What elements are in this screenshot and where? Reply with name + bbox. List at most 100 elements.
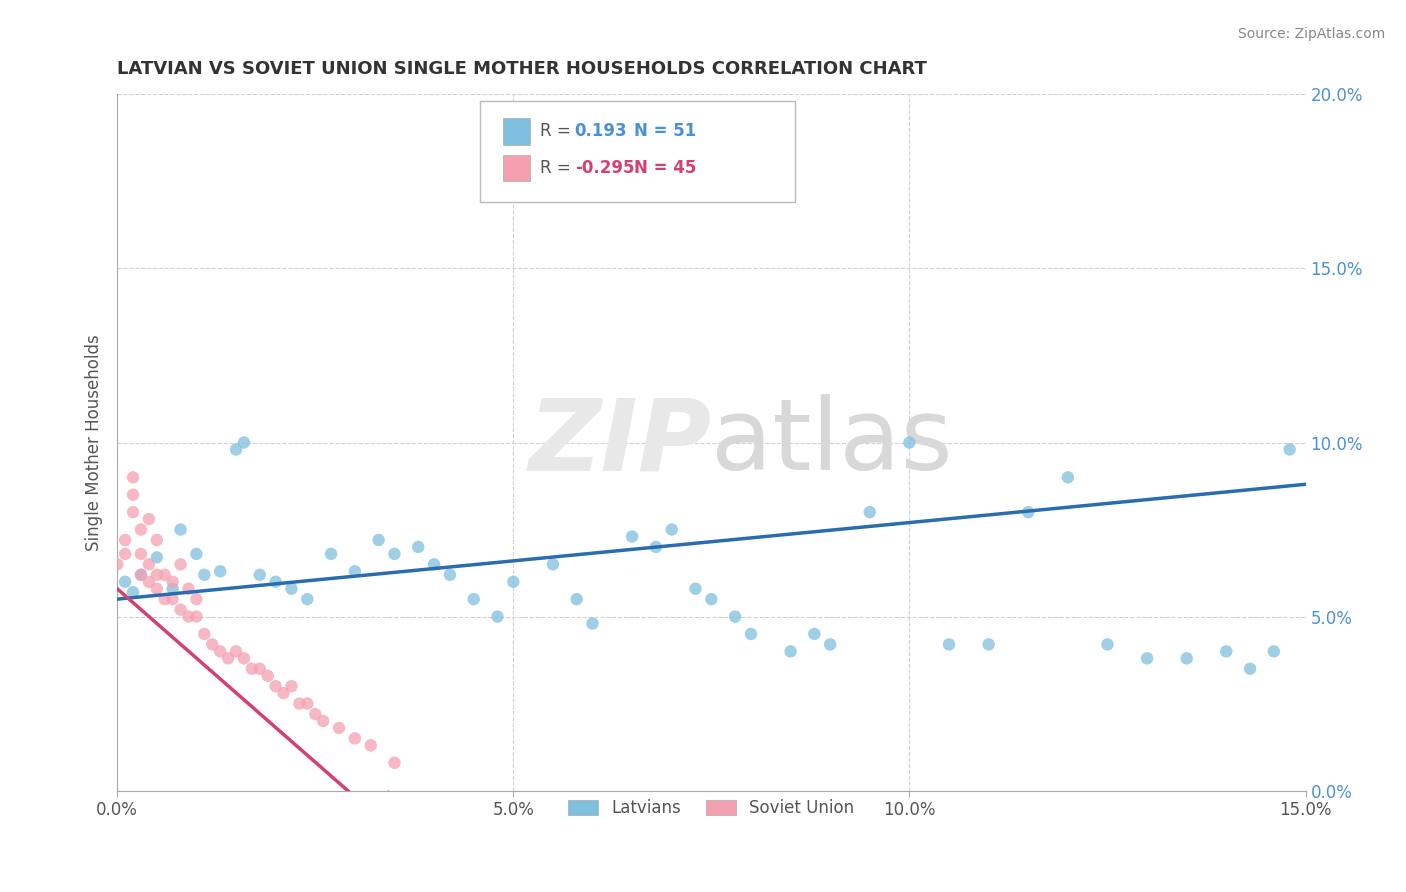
Point (898, 435, 921, 450)
Point (1097, 637, 1119, 651)
Point (581, 616, 603, 631)
Point (1056, 470, 1078, 484)
Point (938, 637, 960, 651)
FancyBboxPatch shape (503, 118, 530, 145)
Point (153, 592, 176, 607)
Point (724, 609, 747, 624)
Point (186, 609, 208, 624)
Point (114, 547, 136, 561)
Point (264, 574, 287, 589)
Point (153, 567, 176, 582)
Legend: Latvians, Soviet Union: Latvians, Soviet Union (561, 793, 862, 824)
Point (122, 488, 145, 502)
Point (240, 662, 263, 676)
Point (541, 558, 564, 572)
Point (169, 602, 191, 616)
Point (360, 739, 382, 753)
Point (129, 567, 152, 582)
Point (406, 540, 429, 554)
Point (225, 442, 247, 457)
Point (439, 567, 461, 582)
Point (177, 582, 200, 596)
Point (565, 592, 588, 607)
Point (193, 627, 215, 641)
Point (859, 505, 882, 519)
Point (146, 533, 169, 547)
Point (818, 637, 841, 651)
Point (343, 731, 366, 746)
Point (319, 547, 342, 561)
Point (193, 567, 215, 582)
Point (1017, 505, 1039, 519)
Text: atlas: atlas (711, 394, 953, 491)
Point (1215, 644, 1237, 658)
Point (1175, 651, 1198, 665)
Point (256, 669, 278, 683)
Point (209, 564, 232, 578)
Point (217, 651, 239, 665)
Point (249, 662, 271, 676)
Point (1263, 644, 1285, 658)
Point (138, 558, 160, 572)
Point (138, 512, 160, 526)
Point (502, 574, 524, 589)
Point (209, 644, 232, 658)
Point (169, 558, 191, 572)
Point (122, 470, 145, 484)
Text: LATVIAN VS SOVIET UNION SINGLE MOTHER HOUSEHOLDS CORRELATION CHART: LATVIAN VS SOVIET UNION SINGLE MOTHER HO… (117, 60, 927, 78)
Point (288, 697, 311, 711)
Point (463, 592, 485, 607)
Point (297, 697, 319, 711)
Point (122, 505, 145, 519)
Point (146, 567, 169, 582)
Point (186, 547, 208, 561)
Text: -0.295: -0.295 (575, 160, 634, 178)
Point (138, 574, 160, 589)
Text: ZIP: ZIP (529, 394, 711, 491)
Point (129, 523, 152, 537)
Point (779, 644, 801, 658)
Text: 0.193: 0.193 (575, 122, 627, 140)
Text: N = 45: N = 45 (634, 160, 696, 178)
Point (114, 574, 136, 589)
Text: Source: ZipAtlas.com: Source: ZipAtlas.com (1237, 27, 1385, 41)
Point (249, 567, 271, 582)
Point (146, 550, 169, 565)
Text: R =: R = (540, 160, 571, 178)
FancyBboxPatch shape (479, 102, 794, 202)
Point (162, 592, 184, 607)
Point (423, 558, 446, 572)
Point (700, 592, 723, 607)
Point (661, 523, 683, 537)
Point (328, 721, 350, 735)
Point (644, 540, 666, 554)
Point (486, 609, 509, 624)
Point (114, 533, 136, 547)
Point (146, 582, 169, 596)
Point (685, 582, 707, 596)
Point (129, 567, 152, 582)
Point (162, 574, 184, 589)
Point (367, 533, 389, 547)
Point (105, 558, 128, 572)
Point (297, 592, 319, 607)
Point (803, 627, 825, 641)
Point (384, 756, 406, 770)
Point (343, 564, 366, 578)
Point (162, 582, 184, 596)
Text: R =: R = (540, 122, 571, 140)
Point (1278, 442, 1301, 457)
Point (273, 686, 295, 700)
Point (233, 435, 256, 450)
Point (233, 651, 256, 665)
Point (122, 585, 145, 599)
Point (169, 523, 191, 537)
Point (129, 547, 152, 561)
Point (177, 609, 200, 624)
Point (304, 706, 326, 721)
Point (384, 547, 406, 561)
Point (740, 627, 762, 641)
Point (621, 529, 644, 543)
Point (201, 637, 224, 651)
FancyBboxPatch shape (503, 155, 530, 181)
